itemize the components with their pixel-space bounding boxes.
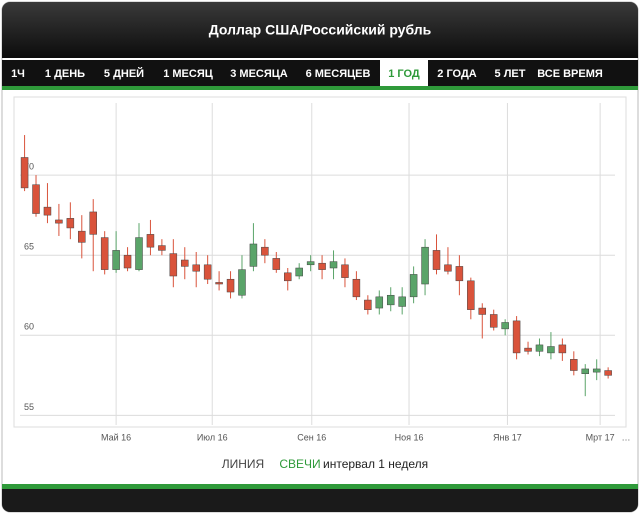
header (2, 2, 638, 58)
tab[interactable]: 5 ЛЕТ (495, 68, 526, 80)
candle-body (467, 280, 475, 310)
candle-body (444, 264, 452, 272)
candle-body (55, 219, 63, 224)
tab[interactable]: 1 МЕСЯЦ (163, 68, 213, 80)
candle-body (78, 230, 86, 243)
candle-body (203, 264, 212, 280)
candle-body (261, 246, 269, 256)
candle-body (192, 264, 200, 272)
candle-body (398, 296, 406, 307)
candle-body (386, 294, 395, 306)
interval-label: интервал 1 неделя (323, 457, 428, 471)
candle-body (581, 368, 589, 374)
candle-body (181, 259, 189, 267)
tab[interactable]: ВСЕ ВРЕМЯ (537, 68, 603, 80)
candle-body (169, 253, 178, 277)
candle-body (432, 250, 441, 270)
tab-underline (2, 86, 638, 90)
candle-body (32, 184, 40, 214)
tab-selected-bg (380, 60, 428, 86)
tab[interactable]: 5 ДНЕЙ (104, 67, 144, 80)
candle-body (512, 320, 521, 354)
y-tick-label: 55 (24, 402, 34, 412)
candle-body (284, 272, 292, 282)
candle-body (318, 262, 326, 270)
tab[interactable]: 3 МЕСЯЦА (230, 68, 288, 80)
candle-body (375, 296, 384, 309)
candle-body (43, 206, 52, 216)
candle-body (89, 211, 97, 235)
candle-body (455, 266, 464, 282)
y-tick-label: 60 (24, 322, 34, 332)
y-tick-label: 70 (24, 161, 34, 171)
candle-body (226, 278, 235, 293)
candle-body (341, 264, 349, 278)
candle-body (329, 261, 338, 269)
candle-body (100, 237, 109, 270)
x-more-label: … (622, 432, 631, 442)
x-tick-label: Янв 17 (493, 432, 522, 442)
candle-body (592, 368, 601, 373)
candle-body (20, 157, 29, 189)
candle-body (501, 322, 509, 330)
candle-body (238, 269, 246, 296)
x-tick-label: Май 16 (101, 432, 131, 442)
tab[interactable]: 1Ч (11, 68, 25, 80)
candle-body (123, 254, 132, 269)
candle-body (158, 245, 166, 251)
x-tick-label: Мрт 17 (586, 432, 615, 442)
candle-body (535, 344, 544, 352)
candle-body (409, 274, 418, 298)
candle-body (421, 246, 429, 285)
candle-body (295, 267, 303, 277)
candle-body (524, 347, 532, 352)
tab[interactable]: 1 ДЕНЬ (45, 68, 85, 80)
mode-option[interactable]: СВЕЧИ (279, 457, 320, 471)
candle-body (489, 314, 498, 328)
candle-body (364, 299, 372, 310)
x-tick-label: Ноя 16 (395, 432, 424, 442)
footer-bar (2, 489, 638, 512)
y-tick-label: 65 (24, 242, 34, 252)
candle-body (604, 370, 612, 376)
candle-body (146, 234, 155, 248)
candle-body (478, 307, 487, 315)
candle-body (547, 346, 555, 354)
candle-body (249, 243, 258, 267)
candle-body (306, 261, 315, 266)
title: Доллар США/Российский рубль (209, 22, 432, 38)
tab[interactable]: 6 МЕСЯЦЕВ (306, 68, 371, 80)
candle-body (570, 359, 578, 371)
candle-body (272, 258, 281, 270)
candle-body (558, 344, 567, 354)
x-tick-label: Сен 16 (297, 432, 326, 442)
footer-line (2, 484, 638, 489)
tab[interactable]: 1 ГОД (388, 68, 420, 80)
candle-body (66, 218, 75, 229)
candle-body (135, 237, 143, 270)
x-tick-label: Июл 16 (197, 432, 228, 442)
candle-body (112, 250, 120, 270)
tab-bar (2, 60, 638, 87)
mode-option[interactable]: ЛИНИЯ (222, 457, 264, 471)
candle-body (215, 282, 223, 285)
candle-body (352, 278, 361, 298)
tab[interactable]: 2 ГОДА (437, 68, 477, 80)
